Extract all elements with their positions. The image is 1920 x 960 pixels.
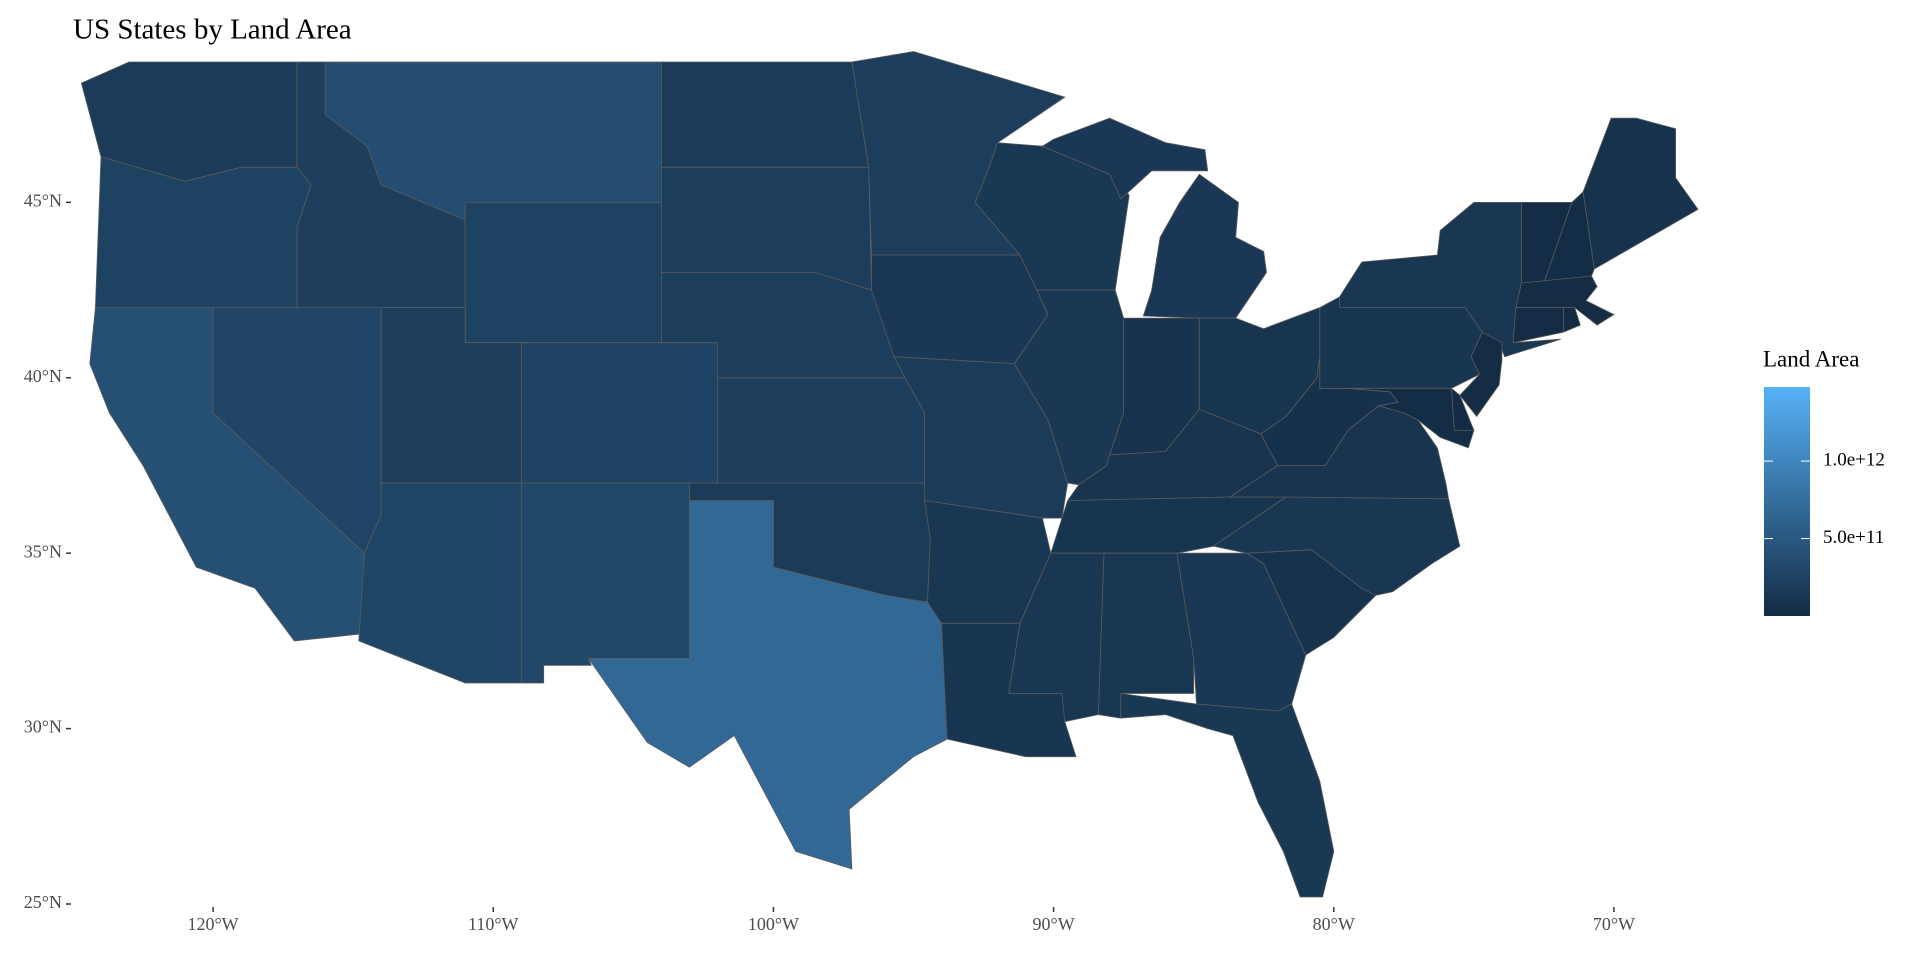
colorbar-tick-label: 1.0e+12 — [1823, 449, 1885, 470]
state — [1543, 190, 1595, 284]
state — [358, 482, 522, 684]
map-title: US States by Land Area — [73, 14, 352, 46]
colorbar — [1764, 387, 1810, 616]
y-tick-label: 35°N — [24, 541, 62, 561]
state — [587, 500, 948, 870]
state — [1459, 331, 1503, 418]
state — [1319, 296, 1483, 389]
state — [1097, 552, 1195, 719]
y-tick-label: 40°N — [24, 366, 62, 386]
state — [464, 202, 662, 344]
x-tick-label: 80°W — [1313, 914, 1355, 934]
state — [1120, 693, 1335, 898]
legend-title: Land Area — [1763, 346, 1859, 371]
state — [1563, 307, 1581, 333]
state — [661, 61, 870, 168]
colorbar-tick-label: 5.0e+11 — [1823, 527, 1884, 548]
state — [661, 166, 872, 291]
x-tick-label: 120°W — [187, 914, 238, 934]
state — [1512, 307, 1564, 344]
x-tick-label: 70°W — [1593, 914, 1635, 934]
state — [1582, 117, 1699, 270]
y-tick-label: 45°N — [24, 190, 62, 210]
state — [871, 254, 1049, 365]
state — [1347, 387, 1475, 449]
state — [717, 377, 926, 484]
state — [520, 342, 718, 484]
x-tick-label: 110°W — [468, 914, 519, 934]
x-tick-label: 90°W — [1033, 914, 1075, 934]
state — [1008, 552, 1105, 723]
y-tick-label: 25°N — [24, 892, 62, 912]
x-tick-label: 100°W — [748, 914, 799, 934]
state — [94, 156, 312, 308]
y-tick-label: 30°N — [24, 717, 62, 737]
state — [520, 482, 690, 684]
